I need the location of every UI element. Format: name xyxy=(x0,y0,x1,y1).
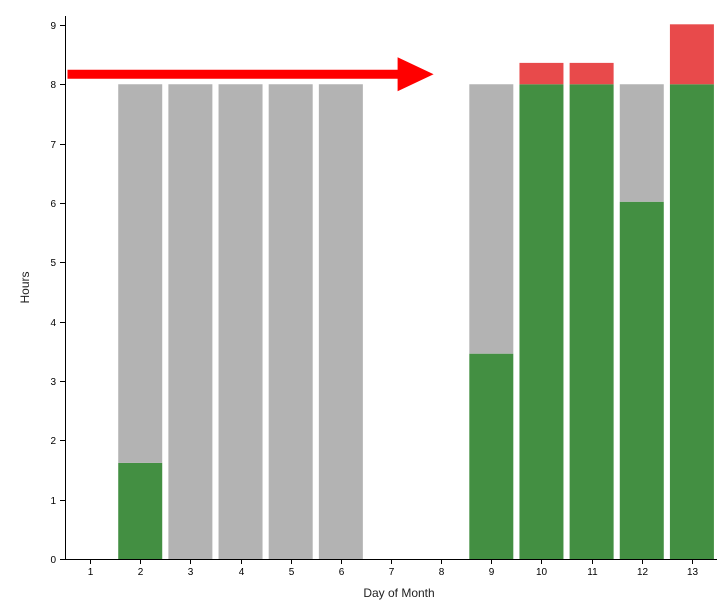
y-tick-label-9: 9 xyxy=(50,21,56,32)
x-tick-label-11: 11 xyxy=(587,567,598,578)
bar-segment-day-13-series-0 xyxy=(669,84,714,559)
bar-segment-day-10-series-2 xyxy=(519,62,564,85)
y-tick-label-1: 1 xyxy=(50,496,56,507)
x-tick-label-6: 6 xyxy=(339,567,345,578)
x-tick-label-9: 9 xyxy=(489,567,495,578)
bar-segment-day-11-series-2 xyxy=(569,62,614,85)
y-tick-label-0: 0 xyxy=(50,555,56,566)
x-tick-label-10: 10 xyxy=(536,567,548,578)
bar-segment-day-5-series-1 xyxy=(268,84,313,559)
bars-layer xyxy=(118,24,714,559)
bar-segment-day-9-series-0 xyxy=(469,353,514,559)
x-tick-label-2: 2 xyxy=(138,567,144,578)
bar-segment-day-12-series-1 xyxy=(619,84,664,202)
arrow-annotation-0 xyxy=(67,57,434,92)
x-tick-label-8: 8 xyxy=(439,567,445,578)
bar-segment-day-3-series-1 xyxy=(168,84,213,559)
bar-segment-day-4-series-1 xyxy=(218,84,263,559)
bar-segment-day-9-series-1 xyxy=(469,84,514,354)
x-tick-label-7: 7 xyxy=(389,567,395,578)
bar-segment-day-2-series-1 xyxy=(118,84,163,463)
y-tick-label-7: 7 xyxy=(50,140,56,151)
y-tick-label-4: 4 xyxy=(50,318,56,329)
x-tick-label-4: 4 xyxy=(239,567,245,578)
bar-segment-day-10-series-0 xyxy=(519,84,564,559)
x-tick-label-5: 5 xyxy=(289,567,295,578)
bar-segment-day-11-series-0 xyxy=(569,84,614,559)
y-tick-label-6: 6 xyxy=(50,199,56,210)
y-tick-label-8: 8 xyxy=(50,80,56,91)
x-tick-label-13: 13 xyxy=(687,567,699,578)
y-tick-label-5: 5 xyxy=(50,258,56,269)
bar-segment-day-6-series-1 xyxy=(318,84,363,559)
x-tick-label-3: 3 xyxy=(188,567,194,578)
bar-segment-day-2-series-0 xyxy=(118,462,163,559)
x-tick-label-1: 1 xyxy=(88,567,94,578)
axes-layer xyxy=(65,16,717,560)
y-tick-label-2: 2 xyxy=(50,436,56,447)
annotation-layer xyxy=(67,57,434,92)
y-tick-label-3: 3 xyxy=(50,377,56,388)
x-tick-label-12: 12 xyxy=(637,567,649,578)
x-axis-title: Day of Month xyxy=(363,586,434,600)
bar-segment-day-12-series-0 xyxy=(619,201,664,559)
bar-segment-day-13-series-2 xyxy=(669,24,714,85)
y-axis-title: Hours xyxy=(18,271,32,303)
